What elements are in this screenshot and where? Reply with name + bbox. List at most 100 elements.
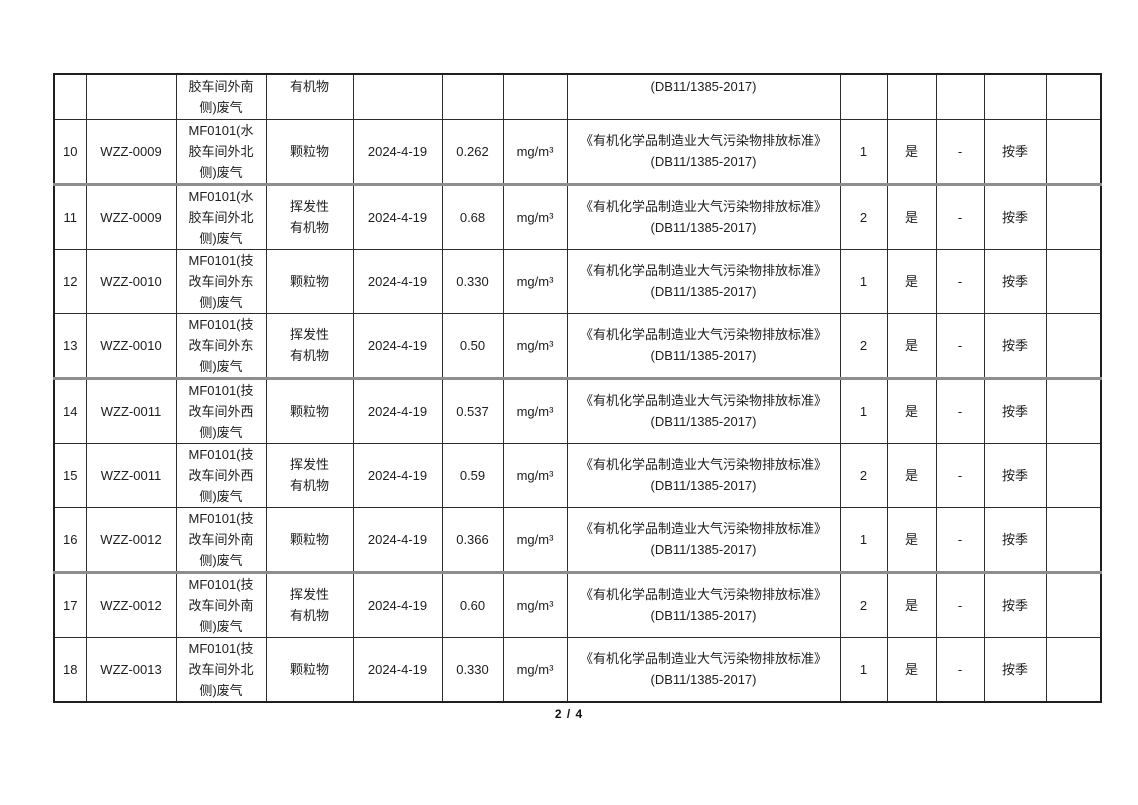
cell-concentration: 0.68	[441, 183, 504, 250]
cell-frequency: 按季	[983, 506, 1047, 574]
cell-frequency: 按季	[983, 636, 1047, 702]
cell-exceedance: -	[935, 118, 985, 186]
cell-concentration: 0.330	[441, 636, 504, 702]
cell-compliance: 是	[886, 248, 937, 314]
cell-pollutant: 颗粒物	[265, 248, 354, 314]
cell-outlet-location: MF0101(技 改车间外东 侧)废气	[175, 248, 267, 314]
cell-concentration: 0.60	[441, 571, 504, 638]
cell-frequency: 按季	[983, 118, 1047, 186]
cell-exceedance: -	[935, 248, 985, 314]
cell-compliance	[886, 73, 937, 120]
cell-standard: 《有机化学品制造业大气污染物排放标准》 (DB11/1385-2017)	[566, 118, 841, 186]
cell-unit: mg/m³	[502, 312, 568, 380]
cell-standard: 《有机化学品制造业大气污染物排放标准》 (DB11/1385-2017)	[566, 506, 841, 574]
cell-frequency: 按季	[983, 248, 1047, 314]
cell-pollutant: 挥发性 有机物	[265, 312, 354, 380]
table-row: 10 WZZ-0009 MF0101(水 胶车间外北 侧)废气 颗粒物 2024…	[53, 118, 1102, 186]
cell-pollutant: 有机物	[265, 73, 354, 120]
cell-standard-limit: 1	[839, 636, 888, 702]
cell-concentration: 0.330	[441, 248, 504, 314]
cell-point-code: WZZ-0011	[85, 442, 177, 508]
cell-remark	[1045, 183, 1102, 250]
cell-outlet-location: MF0101(技 改车间外西 侧)废气	[175, 442, 267, 508]
cell-point-code: WZZ-0010	[85, 248, 177, 314]
cell-compliance: 是	[886, 571, 937, 638]
cell-remark	[1045, 248, 1102, 314]
cell-point-code: WZZ-0009	[85, 118, 177, 186]
cell-standard: 《有机化学品制造业大气污染物排放标准》 (DB11/1385-2017)	[566, 183, 841, 250]
cell-standard-limit: 1	[839, 377, 888, 444]
cell-concentration: 0.59	[441, 442, 504, 508]
cell-outlet-location: MF0101(技 改车间外东 侧)废气	[175, 312, 267, 380]
cell-outlet-location: 胶车间外南 侧)废气	[175, 73, 267, 120]
cell-pollutant: 挥发性 有机物	[265, 571, 354, 638]
cell-standard-limit	[839, 73, 888, 120]
cell-compliance: 是	[886, 183, 937, 250]
cell-standard-limit: 2	[839, 442, 888, 508]
cell-remark	[1045, 571, 1102, 638]
cell-row-index: 15	[53, 442, 87, 508]
cell-unit: mg/m³	[502, 118, 568, 186]
cell-point-code: WZZ-0010	[85, 312, 177, 380]
cell-unit: mg/m³	[502, 636, 568, 702]
cell-standard-limit: 2	[839, 571, 888, 638]
cell-pollutant: 颗粒物	[265, 118, 354, 186]
cell-frequency: 按季	[983, 377, 1047, 444]
table-row: 12 WZZ-0010 MF0101(技 改车间外东 侧)废气 颗粒物 2024…	[53, 248, 1102, 314]
cell-exceedance: -	[935, 442, 985, 508]
cell-row-index	[53, 73, 87, 120]
table-row: 13 WZZ-0010 MF0101(技 改车间外东 侧)废气 挥发性 有机物 …	[53, 312, 1102, 380]
cell-pollutant: 挥发性 有机物	[265, 183, 354, 250]
cell-outlet-location: MF0101(技 改车间外南 侧)废气	[175, 506, 267, 574]
table-row: 胶车间外南 侧)废气 有机物 (DB11/1385-2017)	[53, 73, 1102, 120]
table-row: 16 WZZ-0012 MF0101(技 改车间外南 侧)废气 颗粒物 2024…	[53, 506, 1102, 574]
monitoring-results-table: 胶车间外南 侧)废气 有机物 (DB11/1385-2017) 10 WZZ-0…	[53, 73, 1102, 703]
cell-exceedance	[935, 73, 985, 120]
cell-remark	[1045, 636, 1102, 702]
cell-monitor-date: 2024-4-19	[352, 312, 443, 380]
cell-unit: mg/m³	[502, 571, 568, 638]
cell-outlet-location: MF0101(水 胶车间外北 侧)废气	[175, 118, 267, 186]
cell-exceedance: -	[935, 312, 985, 380]
cell-unit: mg/m³	[502, 442, 568, 508]
cell-pollutant: 挥发性 有机物	[265, 442, 354, 508]
table-row: 11 WZZ-0009 MF0101(水 胶车间外北 侧)废气 挥发性 有机物 …	[53, 183, 1102, 250]
cell-standard-limit: 2	[839, 183, 888, 250]
cell-standard: 《有机化学品制造业大气污染物排放标准》 (DB11/1385-2017)	[566, 571, 841, 638]
cell-frequency	[983, 73, 1047, 120]
cell-unit: mg/m³	[502, 248, 568, 314]
table-body: 胶车间外南 侧)废气 有机物 (DB11/1385-2017) 10 WZZ-0…	[53, 73, 1102, 702]
cell-monitor-date: 2024-4-19	[352, 636, 443, 702]
page-number: 2 / 4	[554, 707, 584, 721]
cell-point-code: WZZ-0009	[85, 183, 177, 250]
cell-compliance: 是	[886, 506, 937, 574]
cell-standard: 《有机化学品制造业大气污染物排放标准》 (DB11/1385-2017)	[566, 312, 841, 380]
cell-pollutant: 颗粒物	[265, 377, 354, 444]
cell-concentration	[441, 73, 504, 120]
cell-compliance: 是	[886, 636, 937, 702]
cell-frequency: 按季	[983, 183, 1047, 250]
cell-monitor-date: 2024-4-19	[352, 442, 443, 508]
cell-outlet-location: MF0101(技 改车间外西 侧)废气	[175, 377, 267, 444]
cell-concentration: 0.537	[441, 377, 504, 444]
table-row: 14 WZZ-0011 MF0101(技 改车间外西 侧)废气 颗粒物 2024…	[53, 377, 1102, 444]
cell-outlet-location: MF0101(技 改车间外北 侧)废气	[175, 636, 267, 702]
cell-row-index: 14	[53, 377, 87, 444]
cell-pollutant: 颗粒物	[265, 636, 354, 702]
cell-frequency: 按季	[983, 571, 1047, 638]
cell-pollutant: 颗粒物	[265, 506, 354, 574]
cell-remark	[1045, 442, 1102, 508]
cell-unit	[502, 73, 568, 120]
cell-compliance: 是	[886, 442, 937, 508]
cell-remark	[1045, 312, 1102, 380]
cell-monitor-date: 2024-4-19	[352, 118, 443, 186]
cell-standard: 《有机化学品制造业大气污染物排放标准》 (DB11/1385-2017)	[566, 636, 841, 702]
cell-monitor-date: 2024-4-19	[352, 571, 443, 638]
cell-remark	[1045, 506, 1102, 574]
cell-point-code: WZZ-0013	[85, 636, 177, 702]
cell-row-index: 18	[53, 636, 87, 702]
cell-point-code: WZZ-0012	[85, 506, 177, 574]
cell-concentration: 0.50	[441, 312, 504, 380]
table-row: 15 WZZ-0011 MF0101(技 改车间外西 侧)废气 挥发性 有机物 …	[53, 442, 1102, 508]
